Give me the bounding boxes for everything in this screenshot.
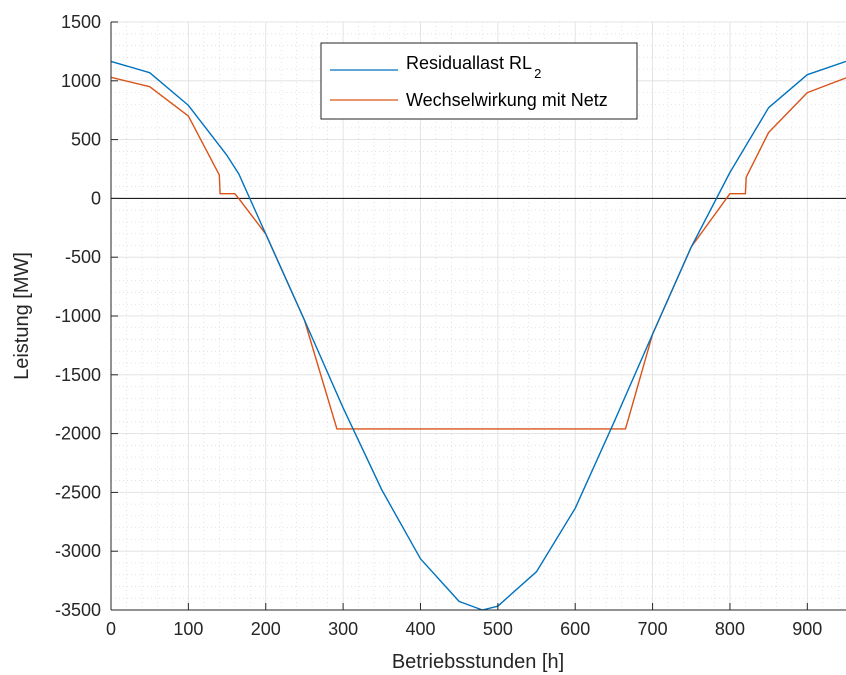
x-tick-label: 100 [173, 619, 203, 639]
x-tick-label: 300 [328, 619, 358, 639]
x-tick-label: 0 [106, 619, 116, 639]
y-tick-label: -2000 [55, 424, 101, 444]
x-tick-label: 700 [638, 619, 668, 639]
y-tick-labels: 1500 1000 500 0 -500 -1000 -1500 -2000 -2500 -300… [55, 12, 101, 620]
y-tick-label: 1500 [61, 12, 101, 32]
y-tick-label: 0 [91, 188, 101, 208]
y-tick-label: 1000 [61, 71, 101, 91]
y-tick-label: -500 [65, 247, 101, 267]
y-tick-label: -2500 [55, 482, 101, 502]
series-line-1 [110, 76, 846, 430]
x-axis-title: Betriebsstunden [h] [392, 651, 564, 673]
legend-label-residuallast: Residuallast RL2 [406, 53, 541, 81]
series-line-0 [110, 60, 846, 611]
legend: Residuallast RL2 Wechselwirkung mit Netz [320, 42, 638, 120]
x-tick-label: 800 [715, 619, 745, 639]
series-layer [110, 60, 846, 611]
x-tick-label: 900 [792, 619, 822, 639]
x-tick-label: 500 [483, 619, 513, 639]
y-axis-title: Leistung [MW] [11, 252, 33, 380]
y-tick-label: -1000 [55, 306, 101, 326]
axes [110, 21, 846, 611]
x-tick-label: 200 [251, 619, 281, 639]
y-tick-label: 500 [71, 130, 101, 150]
legend-label-subscript: 2 [534, 66, 541, 81]
y-tick-label: -3000 [55, 541, 101, 561]
y-tick-label: -1500 [55, 365, 101, 385]
x-tick-label: 600 [560, 619, 590, 639]
x-tick-label: 400 [405, 619, 435, 639]
x-tick-labels: 0 100 200 300 400 500 600 700 800 900 [106, 619, 822, 639]
legend-box [320, 42, 638, 120]
legend-label-wechselwirkung: Wechselwirkung mit Netz [406, 90, 608, 110]
y-tick-label: -3500 [55, 600, 101, 620]
